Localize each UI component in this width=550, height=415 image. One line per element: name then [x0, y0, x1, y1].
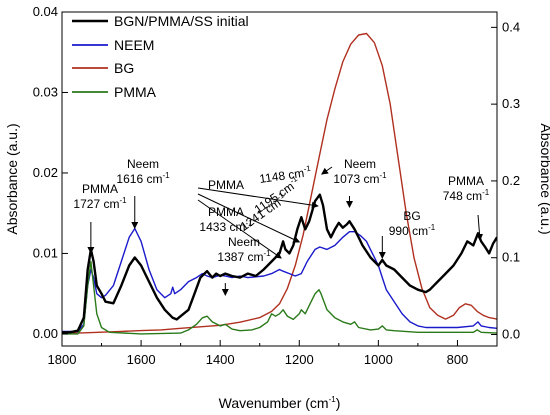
annotation-text: 1148 cm-1 — [258, 164, 312, 186]
annotation-sup: -1 — [428, 223, 436, 232]
annotation-sup: -1 — [288, 174, 299, 186]
x-tick-label: 800 — [447, 352, 469, 367]
y-left-tick-label: 0.04 — [33, 4, 58, 19]
annotation-line: PMMA — [208, 205, 244, 219]
x-tick-label: 1800 — [48, 352, 77, 367]
annotation-pmma-1148: 1148 cm-1 — [258, 164, 312, 186]
annotation-line: 748 cm — [443, 189, 482, 203]
annotation-text: 1433 cm-1 — [199, 219, 253, 234]
annotation-line: Neem — [228, 235, 260, 249]
y-left-tick-label: 0.02 — [33, 165, 58, 180]
legend-label: NEEM — [114, 37, 154, 53]
x-axis-title: Wavenumber (cm-1) — [219, 395, 341, 411]
annotation-line: 1433 cm — [199, 220, 245, 234]
series-line-bg — [62, 32, 497, 334]
annotation-sup: -1 — [379, 171, 387, 180]
annotation-line: Neem — [127, 157, 159, 171]
y-left-tick-label: 0.00 — [33, 326, 58, 341]
y-right-tick-label: 0.1 — [502, 250, 520, 265]
annotation-line: PMMA — [82, 182, 118, 196]
annotation-text: 1387 cm-1 — [217, 249, 271, 264]
annotation-text: Neem — [228, 235, 260, 249]
annotation-text: PMMA — [208, 178, 244, 192]
annotation-line: 1727 cm — [73, 197, 119, 211]
annotation-text: Neem — [344, 157, 376, 171]
plot-frame — [61, 11, 498, 347]
x-axis-title-main: Wavenumber (cm — [219, 395, 329, 411]
y-right-tick-label: 0.4 — [502, 19, 520, 34]
legend: BGN/PMMA/SS initial NEEM BG PMMA — [72, 13, 249, 100]
annotation-line: 1073 cm — [333, 172, 379, 186]
series-line-bgn-pmma-ss-initial — [62, 193, 497, 334]
annotation-text: BG — [403, 209, 420, 223]
y-left-tick-label: 0.01 — [33, 245, 58, 260]
annotation-line: 990 cm — [389, 224, 428, 238]
annotation-text: 1073 cm-1 — [333, 171, 387, 186]
x-tick-label: 1600 — [127, 352, 156, 367]
x-tick-label: 1400 — [206, 352, 235, 367]
legend-label: BGN/PMMA/SS initial — [114, 13, 249, 29]
annotation-text: Neem — [127, 157, 159, 171]
legend-label: PMMA — [114, 84, 157, 100]
annotation-line: Neem — [344, 157, 376, 171]
annotation-line: PMMA — [448, 174, 484, 188]
annotation-text: 990 cm-1 — [389, 223, 436, 238]
y-left-tick-label: 0.03 — [33, 84, 58, 99]
y-right-tick-label: 0.0 — [502, 326, 520, 341]
annotation-text: 1616 cm-1 — [116, 171, 170, 186]
annotation-sup: -1 — [263, 249, 271, 258]
series-line-neem — [62, 227, 497, 333]
annotation-arrow — [197, 187, 319, 209]
annotation-text: 1727 cm-1 — [73, 196, 127, 211]
annotation-sup: -1 — [482, 188, 490, 197]
x-axis-title-end: ) — [336, 395, 341, 411]
annotation-line: PMMA — [208, 178, 244, 192]
annotation-arrow — [197, 193, 301, 243]
y-right-tick-label: 0.2 — [502, 173, 520, 188]
annotation-line: 1148 cm — [258, 166, 305, 186]
plot-area — [62, 32, 497, 335]
y-right-axis-title: Absorbance (a.u.) — [538, 123, 550, 234]
annotation-sup: -1 — [275, 190, 286, 202]
annotation-line: 1387 cm — [217, 250, 263, 264]
y-left-axis-title: Absorbance (a.u.) — [4, 123, 20, 234]
annotation-sup: -1 — [119, 196, 127, 205]
annotation-sup: -1 — [162, 171, 170, 180]
y-right-tick-label: 0.3 — [502, 96, 520, 111]
annotation-arrow — [197, 199, 282, 259]
annotation-pmma-group: PMMA — [208, 178, 244, 192]
annotation-sup: -1 — [245, 219, 253, 228]
series-line-pmma — [62, 260, 497, 335]
legend-label: BG — [114, 60, 134, 76]
annotation-text: 748 cm-1 — [443, 188, 490, 203]
annotation-arrow — [321, 166, 333, 175]
annotation-sup: -1 — [303, 164, 312, 174]
annotation-text: PMMA — [448, 174, 484, 188]
annotation-text: PMMA — [82, 182, 118, 196]
x-axis-title-sup: -1 — [329, 395, 337, 404]
axes: 1800 1600 1400 1200 1000 800 0.00 0.01 0.02 0.03 0… — [4, 4, 550, 411]
annotation-arrow — [476, 214, 484, 241]
annotation-line: BG — [403, 209, 420, 223]
x-tick-label: 1000 — [364, 352, 393, 367]
x-tick-label: 1200 — [285, 352, 314, 367]
annotation-text: PMMA — [208, 205, 244, 219]
annotation-line: 1616 cm — [116, 172, 162, 186]
